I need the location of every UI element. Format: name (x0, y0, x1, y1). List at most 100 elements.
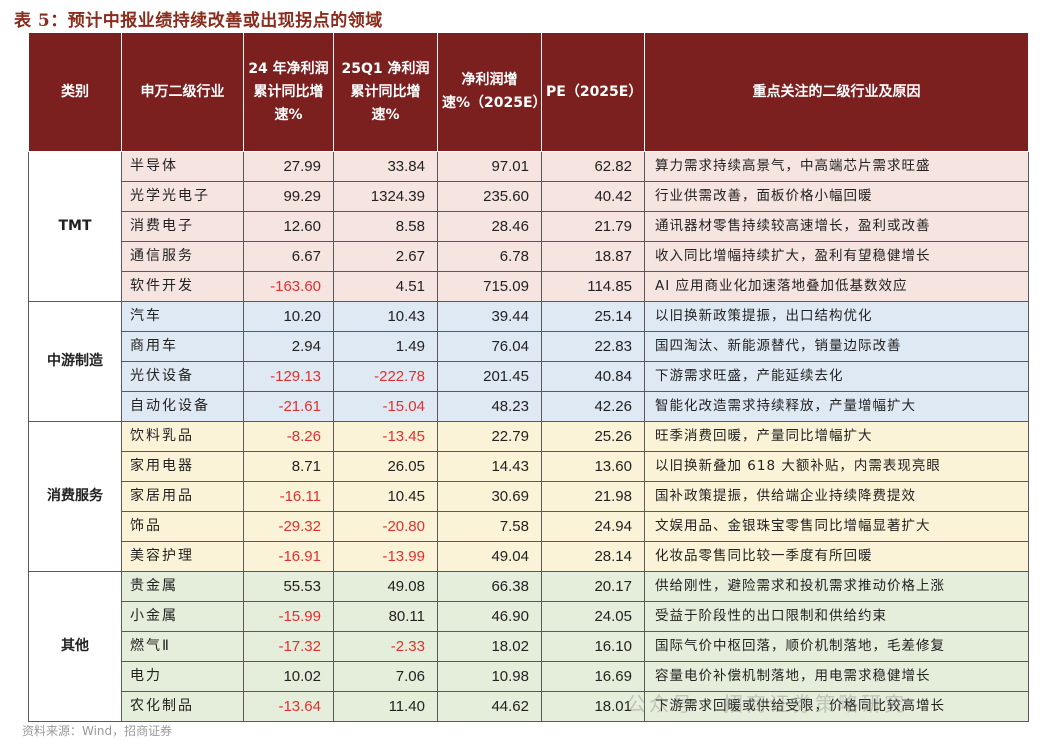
profit25q1-cell: 10.43 (333, 301, 438, 332)
growth25e-cell: 46.90 (437, 601, 542, 632)
category-label: TMT (58, 218, 92, 234)
profit24-cell: -16.11 (243, 481, 334, 512)
profit25q1-cell: 1324.39 (333, 181, 438, 212)
pe-cell: 21.98 (541, 481, 645, 512)
table-title: 表 5：预计中报业绩持续改善或出现拐点的领域 (14, 11, 383, 31)
profit25q1-cell: 4.51 (333, 271, 438, 302)
profit24-cell: 2.94 (243, 331, 334, 362)
table-row: 自动化设备 -21.61 -15.04 48.23 42.26 智能化改造需求持续释放，产… (29, 391, 1029, 422)
table-row: 通信服务 6.67 2.67 6.78 18.87 收入同比增幅持续扩大，盈利有望稳健增长 (29, 241, 1029, 272)
industry-cell: 光学光电子 (121, 181, 244, 212)
industry-cell: 汽车 (121, 301, 244, 332)
industry-cell: 光伏设备 (121, 361, 244, 392)
pe-cell: 20.17 (541, 571, 645, 602)
category-cell: 消费服务 (28, 421, 122, 572)
growth25e-cell: 7.58 (437, 511, 542, 542)
industry-cell: 自动化设备 (121, 391, 244, 422)
profit25q1-cell: -20.80 (333, 511, 438, 542)
table-row: 小金属 -15.99 80.11 46.90 24.05 受益于阶段性的出口限制和供给约束 (29, 601, 1029, 632)
industry-cell: 燃气Ⅱ (121, 631, 244, 662)
profit24-cell: 10.02 (243, 661, 334, 692)
reason-cell: AI 应用商业化加速落地叠加低基数效应 (644, 271, 1029, 302)
pe-cell: 18.01 (541, 691, 645, 722)
profit24-cell: 10.20 (243, 301, 334, 332)
header-reason: 重点关注的二级行业及原因 (644, 32, 1029, 152)
category-cell: TMT (28, 151, 122, 302)
profit24-cell: 55.53 (243, 571, 334, 602)
table-row: 商用车 2.94 1.49 76.04 22.83 国四淘汰、新能源替代，销量边际改善 (29, 331, 1029, 362)
pe-cell: 40.84 (541, 361, 645, 392)
reason-cell: 下游需求回暖或供给受限，价格同比较高增长 (644, 691, 1029, 722)
header-category: 类别 (28, 32, 122, 152)
growth25e-cell: 10.98 (437, 661, 542, 692)
table-row: 农化制品 -13.64 11.40 44.62 18.01 下游需求回暖或供给受限，价格同… (29, 691, 1029, 722)
reason-cell: 化妆品零售同比较一季度有所回暖 (644, 541, 1029, 572)
table-row: 光学光电子 99.29 1324.39 235.60 40.42 行业供需改善，面板价格小… (29, 181, 1029, 212)
reason-cell: 旺季消费回暖，产量同比增幅扩大 (644, 421, 1029, 452)
pe-cell: 40.42 (541, 181, 645, 212)
industry-cell: 软件开发 (121, 271, 244, 302)
industry-cell: 农化制品 (121, 691, 244, 722)
growth25e-cell: 30.69 (437, 481, 542, 512)
industry-cell: 小金属 (121, 601, 244, 632)
category-label: 消费服务 (47, 488, 103, 504)
profit24-cell: -8.26 (243, 421, 334, 452)
profit24-cell: -15.99 (243, 601, 334, 632)
table-row: 电力 10.02 7.06 10.98 16.69 容量电价补偿机制落地，用电需求稳健增长 (29, 661, 1029, 692)
category-cell: 中游制造 (28, 301, 122, 422)
header-pe: PE（2025E） (541, 32, 645, 152)
growth25e-cell: 28.46 (437, 211, 542, 242)
growth25e-cell: 6.78 (437, 241, 542, 272)
pe-cell: 18.87 (541, 241, 645, 272)
category-label: 其他 (61, 638, 89, 654)
growth25e-cell: 97.01 (437, 151, 542, 182)
category-label: 中游制造 (47, 353, 103, 369)
profit24-cell: 27.99 (243, 151, 334, 182)
reason-cell: 以旧换新叠加 618 大额补贴，内需表现亮眼 (644, 451, 1029, 482)
table-row: 家用电器 8.71 26.05 14.43 13.60 以旧换新叠加 618 大额补贴，内… (29, 451, 1029, 482)
reason-cell: 国补政策提振，供给端企业持续降费提效 (644, 481, 1029, 512)
profit25q1-cell: 7.06 (333, 661, 438, 692)
pe-cell: 24.94 (541, 511, 645, 542)
profit24-cell: 99.29 (243, 181, 334, 212)
growth25e-cell: 66.38 (437, 571, 542, 602)
profit25q1-cell: 33.84 (333, 151, 438, 182)
profit24-cell: -163.60 (243, 271, 334, 302)
table-row: 消费服务 饮料乳品 -8.26 -13.45 22.79 25.26 旺季消费回暖，产量同比… (28, 421, 1029, 572)
profit24-cell: -129.13 (243, 361, 334, 392)
pe-cell: 62.82 (541, 151, 645, 182)
profit25q1-cell: 11.40 (333, 691, 438, 722)
profit25q1-cell: 80.11 (333, 601, 438, 632)
pe-cell: 25.14 (541, 301, 645, 332)
table-row: 消费电子 12.60 8.58 28.46 21.79 通讯器材零售持续较高速增长，盈利或… (29, 211, 1029, 242)
profit25q1-cell: 8.58 (333, 211, 438, 242)
table-row: TMT 半导体 27.99 33.84 97.01 62.82 算力需求持续高景气，中高端芯… (28, 151, 1029, 302)
growth25e-cell: 18.02 (437, 631, 542, 662)
growth25e-cell: 49.04 (437, 541, 542, 572)
industry-cell: 家居用品 (121, 481, 244, 512)
table-row: 燃气Ⅱ -17.32 -2.33 18.02 16.10 国际气价中枢回落，顺价机制落地，… (29, 631, 1029, 662)
profit25q1-cell: 1.49 (333, 331, 438, 362)
growth25e-cell: 235.60 (437, 181, 542, 212)
reason-cell: 国际气价中枢回落，顺价机制落地，毛差修复 (644, 631, 1029, 662)
industry-cell: 贵金属 (121, 571, 244, 602)
industry-cell: 通信服务 (121, 241, 244, 272)
reason-cell: 文娱用品、金银珠宝零售同比增幅显著扩大 (644, 511, 1029, 542)
header-industry: 申万二级行业 (121, 32, 244, 152)
pe-cell: 16.69 (541, 661, 645, 692)
profit25q1-cell: -2.33 (333, 631, 438, 662)
growth25e-cell: 76.04 (437, 331, 542, 362)
reason-cell: 通讯器材零售持续较高速增长，盈利或改善 (644, 211, 1029, 242)
reason-cell: 供给刚性，避险需求和投机需求推动价格上涨 (644, 571, 1029, 602)
industry-cell: 饮料乳品 (121, 421, 244, 452)
growth25e-cell: 14.43 (437, 451, 542, 482)
profit24-cell: 12.60 (243, 211, 334, 242)
header-profit24: 24 年净利润累计同比增速% (243, 32, 334, 152)
industry-cell: 家用电器 (121, 451, 244, 482)
reason-cell: 行业供需改善，面板价格小幅回暖 (644, 181, 1029, 212)
profit25q1-cell: 2.67 (333, 241, 438, 272)
header-profit25q1: 25Q1 净利润累计同比增速% (333, 32, 438, 152)
profit25q1-cell: 10.45 (333, 481, 438, 512)
pe-cell: 16.10 (541, 631, 645, 662)
reason-cell: 收入同比增幅持续扩大，盈利有望稳健增长 (644, 241, 1029, 272)
